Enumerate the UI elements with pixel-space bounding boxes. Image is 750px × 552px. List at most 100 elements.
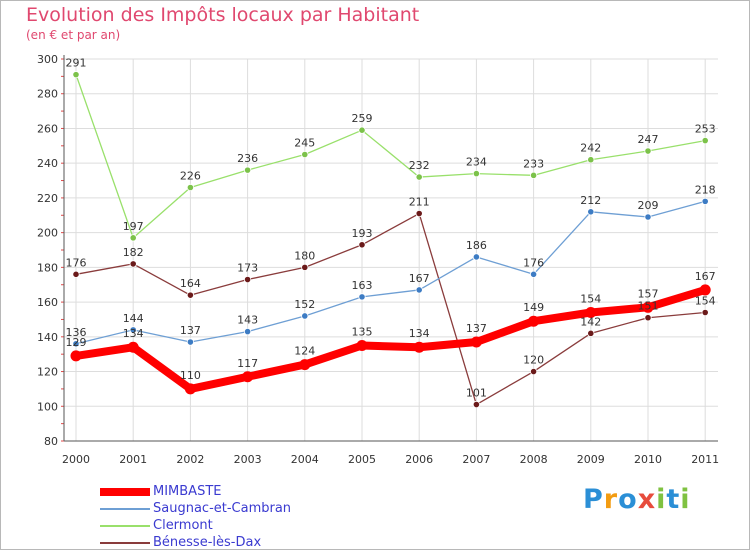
- data-point-benesse-les-dax: [358, 241, 366, 249]
- data-point-benesse-les-dax: [415, 209, 423, 218]
- data-label-saugnac-et-cambran: 218: [695, 183, 716, 196]
- x-tick-label: 2001: [119, 453, 147, 466]
- data-label-mimbaste: 117: [237, 357, 258, 370]
- data-point-benesse-les-dax: [587, 329, 595, 337]
- data-point-benesse-les-dax: [529, 367, 538, 376]
- data-label-saugnac-et-cambran: 144: [123, 312, 144, 325]
- logo-letter: i: [656, 484, 667, 515]
- data-point-saugnac-et-cambran: [701, 197, 709, 205]
- data-label-layer: 291 197 226 236 245 259 232 234 233 242 247 253 176 1…: [66, 57, 716, 400]
- series-line-mimbaste: [72, 285, 710, 393]
- legend-label: Saugnac-et-Cambran: [153, 501, 292, 516]
- data-label-benesse-les-dax: 101: [466, 387, 487, 400]
- data-label-clermont: 259: [352, 112, 373, 125]
- data-point-clermont: [244, 166, 252, 174]
- data-label-saugnac-et-cambran: 186: [466, 239, 487, 252]
- series-line-clermont: [75, 73, 706, 239]
- data-label-mimbaste: 157: [638, 287, 659, 300]
- y-tick-label: 260: [37, 122, 58, 135]
- legend-item-saugnac-et-cambran: Saugnac-et-Cambran: [100, 501, 360, 518]
- proxiti-logo: Proxiti: [583, 484, 691, 515]
- data-label-saugnac-et-cambran: 176: [523, 256, 544, 269]
- data-point-saugnac-et-cambran: [472, 253, 480, 261]
- data-point-saugnac-et-cambran: [244, 328, 252, 336]
- data-point-benesse-les-dax: [244, 275, 252, 284]
- legend-item-mimbaste: MIMBASTE: [100, 484, 360, 501]
- data-point-benesse-les-dax: [701, 308, 709, 317]
- data-point-mimbaste: [528, 315, 540, 327]
- data-point-saugnac-et-cambran: [129, 326, 137, 334]
- data-point-mimbaste: [470, 336, 482, 348]
- data-label-mimbaste: 154: [580, 293, 601, 306]
- x-tick-label: 2007: [462, 453, 490, 466]
- x-tick-label: 2004: [291, 453, 319, 466]
- series-layer: [70, 71, 711, 409]
- data-label-clermont: 232: [409, 159, 430, 172]
- data-label-saugnac-et-cambran: 152: [294, 298, 315, 311]
- data-label-benesse-les-dax: 151: [638, 300, 659, 313]
- data-point-clermont: [186, 183, 194, 192]
- data-label-mimbaste: 135: [352, 326, 373, 339]
- data-label-mimbaste: 134: [409, 327, 430, 340]
- data-label-benesse-les-dax: 182: [123, 246, 144, 259]
- data-label-mimbaste: 124: [294, 345, 315, 358]
- x-tick-label: 2003: [234, 453, 262, 466]
- data-label-benesse-les-dax: 176: [66, 256, 87, 269]
- y-tick-label: 80: [44, 435, 58, 448]
- logo-letter: P: [583, 484, 604, 515]
- data-label-mimbaste: 110: [180, 369, 201, 382]
- data-point-benesse-les-dax: [472, 400, 480, 409]
- data-label-clermont: 197: [123, 220, 144, 233]
- data-label-saugnac-et-cambran: 209: [638, 199, 659, 212]
- data-label-benesse-les-dax: 120: [523, 354, 544, 367]
- data-label-benesse-les-dax: 164: [180, 277, 201, 290]
- logo-letter: t: [666, 484, 681, 515]
- data-point-benesse-les-dax: [186, 291, 194, 299]
- y-tick-label: 200: [37, 227, 58, 240]
- legend: MIMBASTE Saugnac-et-Cambran Clermont Béness…: [100, 484, 360, 552]
- data-point-saugnac-et-cambran: [301, 312, 309, 320]
- data-label-mimbaste: 137: [466, 322, 487, 335]
- data-label-clermont: 245: [294, 137, 315, 150]
- data-label-mimbaste: 149: [523, 301, 544, 314]
- x-tick-label: 2002: [176, 453, 204, 466]
- chart-title: Evolution des Impôts locaux par Habitant: [26, 4, 420, 26]
- x-tick-label: 2000: [62, 453, 90, 466]
- x-tick-label: 2011: [691, 453, 719, 466]
- data-point-clermont: [529, 171, 538, 179]
- y-tick-label: 180: [37, 261, 58, 274]
- data-point-mimbaste: [356, 340, 368, 351]
- data-point-mimbaste: [70, 350, 82, 362]
- x-tick-label: 2006: [405, 453, 433, 466]
- data-point-mimbaste: [699, 284, 711, 296]
- data-label-mimbaste: 134: [123, 327, 144, 340]
- data-label-clermont: 226: [180, 169, 201, 182]
- data-point-clermont: [644, 147, 652, 155]
- logo-letter: o: [618, 484, 638, 515]
- legend-swatch: [100, 525, 150, 527]
- x-tick-label: 2005: [348, 453, 376, 466]
- line-chart: 80 100 120 140 160 180 200 220 240 260 280 300 2000 2…: [37, 53, 719, 466]
- data-point-benesse-les-dax: [301, 263, 309, 271]
- logo-letter: r: [603, 484, 619, 515]
- data-label-saugnac-et-cambran: 212: [580, 194, 601, 207]
- data-point-clermont: [472, 170, 480, 178]
- data-label-saugnac-et-cambran: 137: [180, 324, 201, 337]
- logo-letter: x: [637, 484, 657, 515]
- y-tick-label: 280: [37, 88, 58, 101]
- data-point-saugnac-et-cambran: [587, 208, 595, 216]
- data-point-clermont: [358, 126, 366, 134]
- data-label-benesse-les-dax: 142: [580, 315, 601, 328]
- legend-swatch: [100, 542, 150, 544]
- data-point-saugnac-et-cambran: [72, 340, 80, 348]
- data-label-benesse-les-dax: 193: [352, 227, 373, 240]
- data-point-saugnac-et-cambran: [358, 293, 366, 301]
- data-label-clermont: 234: [466, 156, 487, 169]
- y-tick-label: 160: [37, 296, 58, 309]
- legend-item-clermont: Clermont: [100, 518, 360, 535]
- series-line-benesse-les-dax: [75, 212, 706, 406]
- data-point-benesse-les-dax: [129, 260, 137, 268]
- data-label-benesse-les-dax: 173: [237, 262, 258, 275]
- x-tick-label: 2009: [577, 453, 605, 466]
- data-point-clermont: [129, 234, 137, 242]
